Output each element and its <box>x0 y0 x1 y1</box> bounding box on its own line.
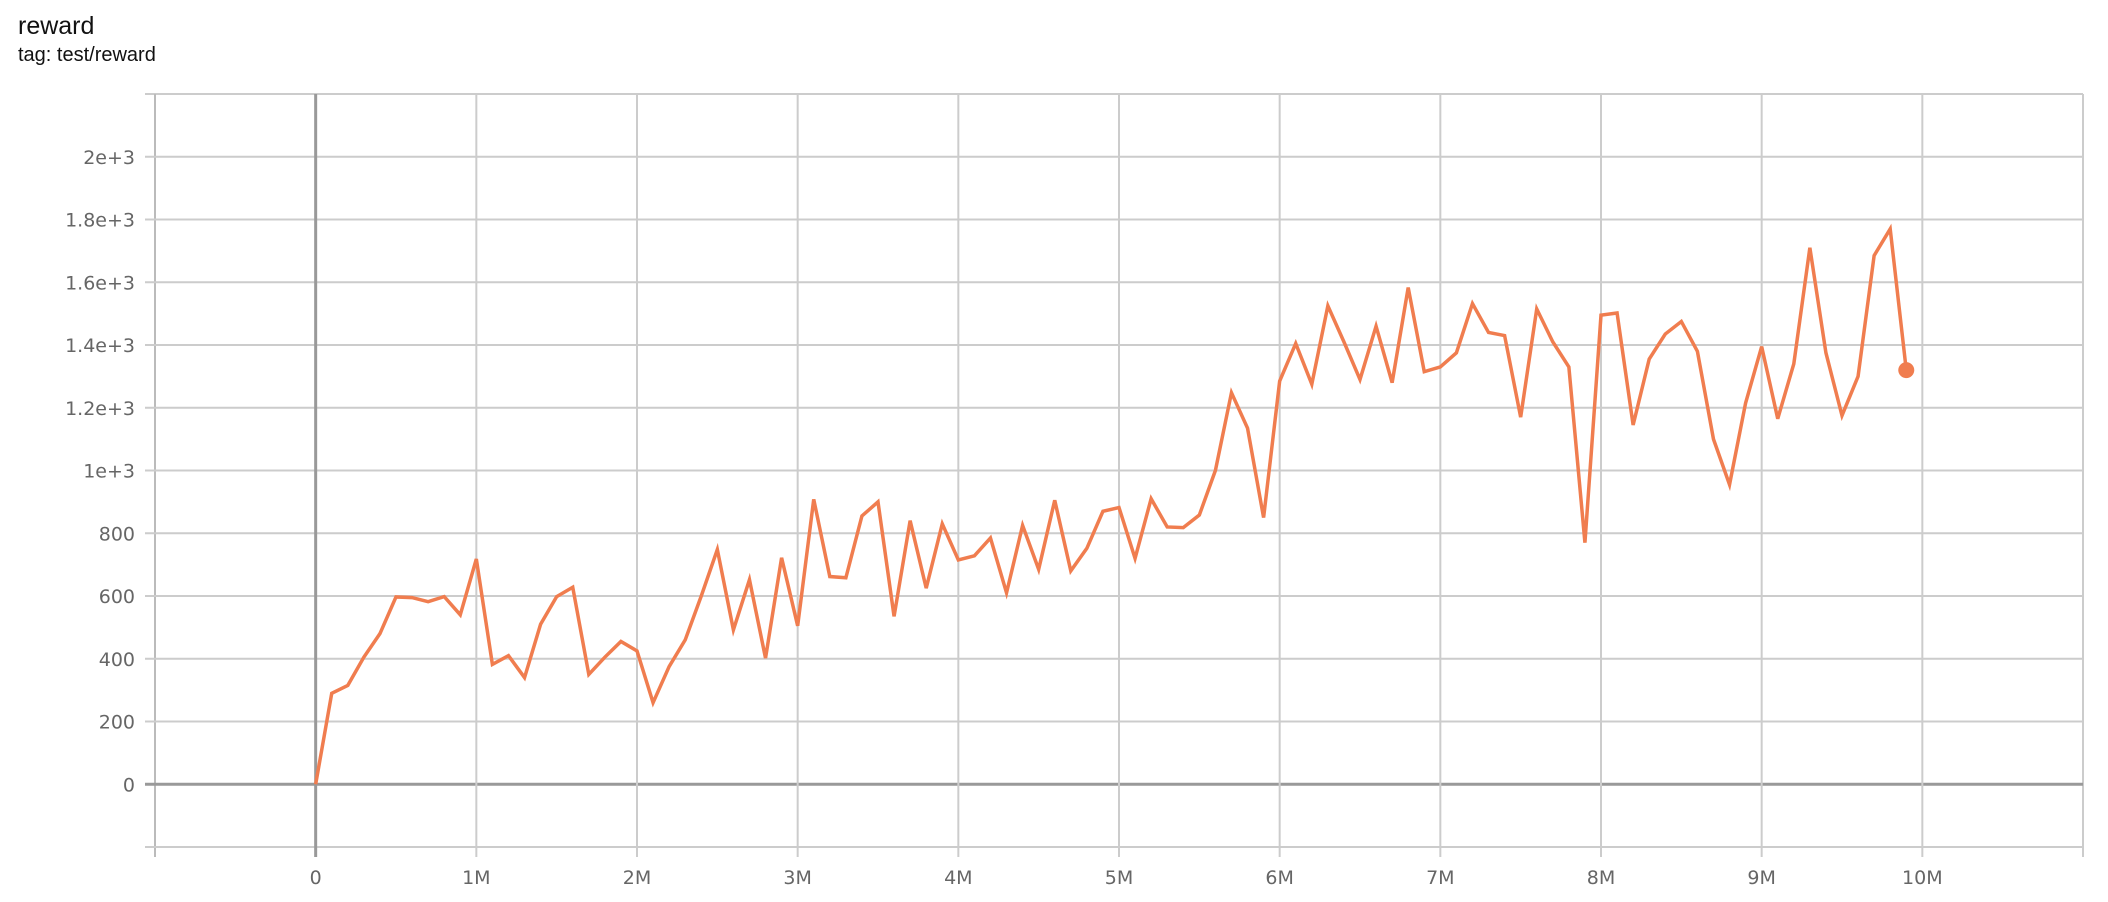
y-tick-label: 400 <box>99 649 135 671</box>
x-tick-label: 7M <box>1426 867 1454 889</box>
chart-tag: tag: test/reward <box>18 44 156 66</box>
y-tick-label: 800 <box>99 523 135 545</box>
x-tick-label: 1M <box>462 867 490 889</box>
y-tick-label: 2e+3 <box>83 147 135 169</box>
x-tick-label: 5M <box>1105 867 1133 889</box>
y-tick-label: 600 <box>99 586 135 608</box>
x-tick-label: 6M <box>1265 867 1293 889</box>
x-tick-label: 10M <box>1902 867 1943 889</box>
y-tick-label: 0 <box>123 774 135 796</box>
chart-title: reward <box>18 12 95 40</box>
x-tick-label: 2M <box>623 867 651 889</box>
x-tick-label: 9M <box>1747 867 1775 889</box>
y-tick-label: 1.4e+3 <box>65 335 135 357</box>
y-tick-label: 1.6e+3 <box>65 272 135 294</box>
x-tick-label: 3M <box>783 867 811 889</box>
last-point-marker <box>1898 362 1915 379</box>
y-tick-label: 200 <box>99 712 135 734</box>
y-tick-label: 1.8e+3 <box>65 210 135 232</box>
x-tick-label: 0 <box>310 867 322 889</box>
y-tick-label: 1e+3 <box>83 461 135 483</box>
x-tick-label: 8M <box>1587 867 1615 889</box>
series-line <box>313 223 1909 785</box>
y-tick-label: 1.2e+3 <box>65 398 135 420</box>
x-tick-label: 4M <box>944 867 972 889</box>
